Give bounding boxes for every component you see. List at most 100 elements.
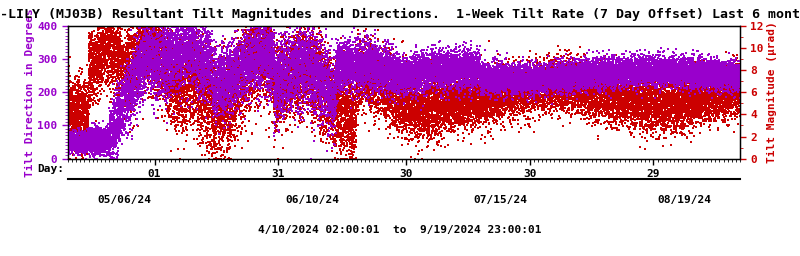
Point xyxy=(338,67,351,71)
Point xyxy=(591,70,604,74)
Point xyxy=(66,138,79,142)
Point xyxy=(323,83,336,88)
Point xyxy=(153,90,166,94)
Point xyxy=(130,123,143,127)
Point xyxy=(166,50,178,54)
Point xyxy=(700,94,713,98)
Point xyxy=(70,130,83,134)
Point xyxy=(542,89,554,93)
Point xyxy=(568,56,581,60)
Point xyxy=(462,57,475,61)
Point xyxy=(602,112,614,116)
Point xyxy=(261,24,274,28)
Point xyxy=(520,103,533,107)
Point xyxy=(134,45,147,49)
Point xyxy=(291,39,304,43)
Point xyxy=(692,106,705,111)
Point xyxy=(242,97,255,101)
Point xyxy=(322,114,335,118)
Point xyxy=(454,92,467,96)
Point xyxy=(395,102,408,106)
Point xyxy=(574,64,587,68)
Point xyxy=(330,111,342,115)
Point xyxy=(698,76,710,80)
Point xyxy=(303,61,316,66)
Point xyxy=(558,85,570,89)
Point xyxy=(368,78,381,82)
Point xyxy=(475,89,488,93)
Point xyxy=(194,79,207,83)
Point xyxy=(532,99,545,103)
Point xyxy=(200,51,213,55)
Point xyxy=(503,71,516,75)
Point xyxy=(629,79,642,83)
Point xyxy=(317,75,330,79)
Point xyxy=(370,103,382,108)
Point xyxy=(707,80,720,84)
Point xyxy=(410,73,422,77)
Point xyxy=(546,70,558,74)
Point xyxy=(527,83,540,88)
Point xyxy=(77,140,90,144)
Point xyxy=(120,77,133,81)
Point xyxy=(538,89,550,93)
Point xyxy=(708,94,721,99)
Point xyxy=(706,78,719,82)
Point xyxy=(506,86,518,90)
Point xyxy=(215,112,228,116)
Point xyxy=(330,139,342,143)
Point xyxy=(81,137,94,142)
Point xyxy=(490,84,502,88)
Point xyxy=(394,82,407,86)
Point xyxy=(332,63,345,67)
Point xyxy=(565,94,578,98)
Point xyxy=(351,58,364,62)
Point xyxy=(571,69,584,73)
Point xyxy=(180,64,193,68)
Point xyxy=(638,109,651,113)
Point xyxy=(628,83,641,87)
Point xyxy=(219,70,232,74)
Point xyxy=(433,57,446,61)
Point xyxy=(476,86,489,90)
Point xyxy=(362,98,374,102)
Point xyxy=(464,98,477,102)
Point xyxy=(170,104,182,108)
Point xyxy=(505,105,518,109)
Point xyxy=(307,39,320,43)
Point xyxy=(529,81,542,85)
Point xyxy=(171,60,184,64)
Point xyxy=(77,91,90,95)
Point xyxy=(386,112,398,116)
Point xyxy=(581,74,594,78)
Point xyxy=(156,38,169,42)
Point xyxy=(586,78,598,82)
Point xyxy=(601,69,614,73)
Point xyxy=(511,90,524,94)
Point xyxy=(146,97,158,101)
Point xyxy=(606,97,618,101)
Point xyxy=(684,99,697,103)
Point xyxy=(551,76,564,80)
Point xyxy=(214,81,226,85)
Point xyxy=(188,82,201,87)
Point xyxy=(298,43,310,47)
Point xyxy=(156,24,169,28)
Point xyxy=(154,41,167,45)
Point xyxy=(687,79,700,83)
Point xyxy=(585,75,598,79)
Point xyxy=(87,146,100,151)
Point xyxy=(270,83,283,88)
Point xyxy=(306,39,318,44)
Point xyxy=(420,91,433,95)
Point xyxy=(119,86,132,90)
Point xyxy=(394,104,406,108)
Point xyxy=(266,71,278,75)
Point xyxy=(356,57,369,61)
Point xyxy=(429,131,442,135)
Point xyxy=(451,121,464,125)
Point xyxy=(118,51,131,55)
Point xyxy=(426,62,439,66)
Point xyxy=(621,59,634,63)
Point xyxy=(281,83,294,87)
